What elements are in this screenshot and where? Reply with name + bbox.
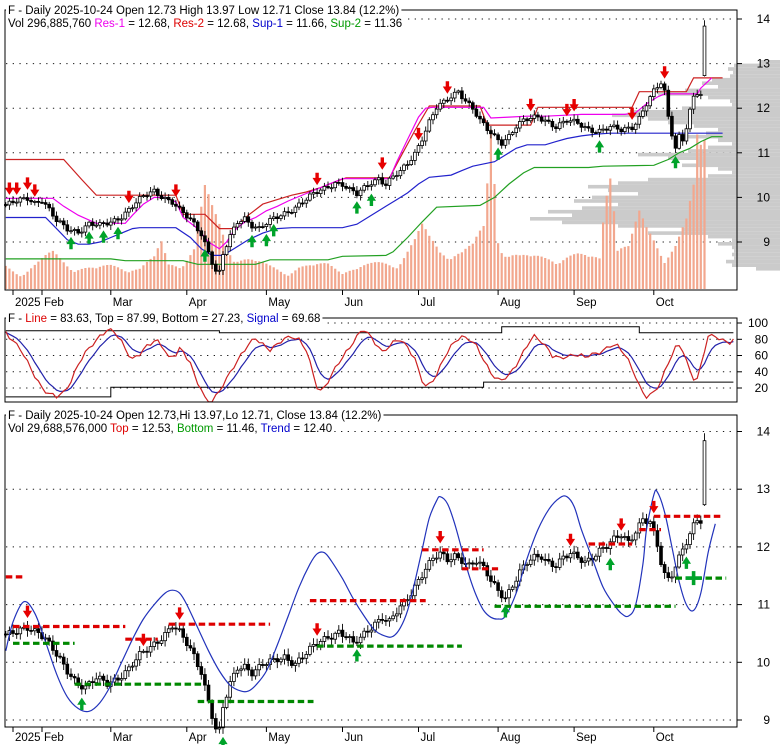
header-segment: Sup-1 xyxy=(252,18,283,30)
x-tick-label: Sep xyxy=(576,297,596,309)
header-segment: Trend xyxy=(261,423,291,435)
y-tick-label: 9 xyxy=(763,235,770,249)
x-tick-label: Apr xyxy=(189,297,207,309)
x-tick-label: Mar xyxy=(113,297,133,309)
panel-daily-top: 14 13 12 11 10 9 2025 Feb Mar Apr May Jun Jul Aug Sep O… xyxy=(4,4,780,309)
p1-y-axis: 14 13 12 11 10 9 xyxy=(737,12,770,249)
x-tick-label: Jul xyxy=(421,732,436,744)
x-tick-label: Jul xyxy=(421,297,436,309)
p3-header2: Vol 29,688,576,000 Top = 12.53, Bottom =… xyxy=(6,422,335,436)
header-segment: = 11.66, xyxy=(283,18,330,30)
header-segment: Line xyxy=(25,313,47,325)
panel-header: Vol 296,885,760 Res-1 = 12.68, Res-2 = 1… xyxy=(8,18,402,30)
x-tick-label: 2025 xyxy=(15,732,41,744)
p1-x-axis: 2025 Feb Mar Apr May Jun Jul Aug Sep Oct xyxy=(12,290,675,309)
y-tick-label: 14 xyxy=(757,425,771,439)
header-segment: F - Daily 2025-10-24 Open 12.73 High 13.… xyxy=(8,5,399,17)
panel-header: F - Daily 2025-10-24 Open 12.73,Hi 13.97… xyxy=(8,410,382,422)
p3-x-axis: 2025 Feb Mar Apr May Jun Jul Aug Sep Oct xyxy=(12,727,675,744)
x-tick-label: Mar xyxy=(113,732,133,744)
header-segment: Res-1 xyxy=(94,18,125,30)
p1-signal-arrows xyxy=(4,66,681,262)
p3-trend-curve xyxy=(5,489,716,713)
p1-volume-profile xyxy=(530,60,780,271)
header-segment: Bottom xyxy=(177,423,213,435)
y-tick-label: 11 xyxy=(758,598,771,612)
p3-signal-arrows xyxy=(22,500,692,745)
panel-daily-bottom: 14 13 12 11 10 9 2025 Feb Mar Apr May Jun Jul Aug Sep O… xyxy=(4,409,770,745)
p3-y-axis: 14 13 12 11 10 9 xyxy=(737,425,771,727)
header-segment: = 83.63, Top = 87.99, Bottom = 27.23, xyxy=(47,313,247,325)
p2-line xyxy=(5,327,734,403)
p1-candles xyxy=(4,20,707,275)
x-tick-label: Oct xyxy=(656,732,675,744)
header-segment: F - xyxy=(8,313,25,325)
x-tick-label: May xyxy=(268,732,290,744)
x-tick-label: Apr xyxy=(189,732,207,744)
x-tick-label: Oct xyxy=(656,297,675,309)
y-tick-label: 13 xyxy=(757,57,771,71)
y-tick-label: 12 xyxy=(757,101,771,115)
panel-header: F - Line = 83.63, Top = 87.99, Bottom = … xyxy=(8,313,320,325)
x-tick-label: Jun xyxy=(345,297,364,309)
y-tick-label: 9 xyxy=(763,713,770,727)
p2-y-axis: 100 80 60 40 20 xyxy=(737,316,768,395)
x-tick-label: Sep xyxy=(576,732,596,744)
header-segment: Vol 29,688,576,000 xyxy=(8,423,110,435)
header-segment: F - Daily 2025-10-24 Open 12.73,Hi 13.97… xyxy=(8,410,382,422)
x-tick-label: May xyxy=(268,297,290,309)
header-segment: Res-2 xyxy=(173,18,204,30)
y-tick-label: 14 xyxy=(757,12,771,26)
header-segment: = 11.46, xyxy=(213,423,260,435)
p2-signal-line xyxy=(5,331,734,394)
header-segment: Vol 296,885,760 xyxy=(8,18,94,30)
y-tick-label: 60 xyxy=(755,349,769,363)
p3-candles xyxy=(4,433,707,734)
panel-oscillator: 100 80 60 40 20 F - Line = 83.63, Top = 87.99… xyxy=(4,312,768,403)
header-segment: Sup-2 xyxy=(330,18,361,30)
header-segment: = 69.68 xyxy=(279,313,321,325)
y-tick-label: 11 xyxy=(758,146,771,160)
header-segment: = 12.53, xyxy=(129,423,177,435)
header-segment: = 12.68, xyxy=(204,18,252,30)
p3-plus-marker xyxy=(685,571,702,586)
x-tick-label: Aug xyxy=(500,732,520,744)
header-segment: Top xyxy=(110,423,129,435)
header-segment: Signal xyxy=(247,313,279,325)
p3-header1: F - Daily 2025-10-24 Open 12.73,Hi 13.97… xyxy=(6,409,384,423)
header-segment: = 12.40 xyxy=(290,423,332,435)
p1-header2: Vol 296,885,760 Res-1 = 12.68, Res-2 = 1… xyxy=(6,17,405,31)
p3-levels xyxy=(5,514,727,704)
header-segment: = 11.36 xyxy=(361,18,402,30)
panel-header: Vol 29,688,576,000 Top = 12.53, Bottom =… xyxy=(8,423,332,435)
x-tick-label: Feb xyxy=(44,297,64,309)
p1-volume-bars xyxy=(4,129,706,289)
y-tick-label: 40 xyxy=(755,365,769,379)
y-tick-label: 13 xyxy=(757,482,771,496)
p2-bands xyxy=(5,326,734,398)
x-tick-label: Aug xyxy=(500,297,520,309)
y-tick-label: 100 xyxy=(748,316,768,330)
panel-header: F - Daily 2025-10-24 Open 12.73 High 13.… xyxy=(8,5,399,17)
header-segment: = 12.68, xyxy=(125,18,173,30)
x-tick-label: Jun xyxy=(345,732,364,744)
y-tick-label: 10 xyxy=(757,190,771,204)
p1-header1: F - Daily 2025-10-24 Open 12.73 High 13.… xyxy=(6,4,402,18)
x-tick-label: 2025 xyxy=(15,297,41,309)
y-tick-label: 80 xyxy=(755,332,769,346)
y-tick-label: 10 xyxy=(757,655,771,669)
y-tick-label: 20 xyxy=(755,381,769,395)
x-tick-label: Feb xyxy=(44,732,64,744)
y-tick-label: 12 xyxy=(757,540,771,554)
p2-header: F - Line = 83.63, Top = 87.99, Bottom = … xyxy=(6,312,323,326)
